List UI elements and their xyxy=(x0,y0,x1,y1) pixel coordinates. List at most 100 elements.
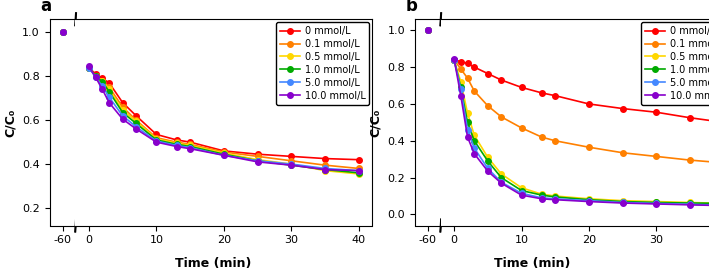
0 mmol/L xyxy=(518,86,526,89)
0.5 mmol/L xyxy=(253,158,262,161)
Line: 0.1 mmol/L: 0.1 mmol/L xyxy=(86,65,362,171)
0 mmol/L xyxy=(105,81,113,84)
Legend: 0 mmol/L, 0.1 mmol/L, 0.5 mmol/L, 1.0 mmol/L, 5.0 mmol/L, 10.0 mmol/L: 0 mmol/L, 0.1 mmol/L, 0.5 mmol/L, 1.0 mm… xyxy=(642,22,709,104)
1.0 mmol/L xyxy=(518,189,526,192)
0.5 mmol/L xyxy=(652,200,661,203)
0.1 mmol/L xyxy=(132,119,140,122)
Legend: 0 mmol/L, 0.1 mmol/L, 0.5 mmol/L, 1.0 mmol/L, 5.0 mmol/L, 10.0 mmol/L: 0 mmol/L, 0.1 mmol/L, 0.5 mmol/L, 1.0 mm… xyxy=(277,22,369,104)
0.5 mmol/L xyxy=(686,201,694,204)
10.0 mmol/L xyxy=(618,201,627,205)
0.1 mmol/L xyxy=(354,167,363,170)
1.0 mmol/L xyxy=(457,86,465,89)
0 mmol/L xyxy=(84,66,93,69)
5.0 mmol/L xyxy=(497,181,506,184)
5.0 mmol/L xyxy=(84,66,93,69)
5.0 mmol/L xyxy=(585,199,593,202)
10.0 mmol/L xyxy=(98,88,106,91)
0.5 mmol/L xyxy=(470,134,479,137)
0.5 mmol/L xyxy=(463,112,471,115)
0.1 mmol/L xyxy=(253,155,262,158)
0 mmol/L xyxy=(172,138,181,142)
0.1 mmol/L xyxy=(84,66,93,69)
5.0 mmol/L xyxy=(287,163,296,166)
0.5 mmol/L xyxy=(497,172,506,176)
5.0 mmol/L xyxy=(686,203,694,206)
5.0 mmol/L xyxy=(118,114,127,117)
1.0 mmol/L xyxy=(484,160,492,163)
0.5 mmol/L xyxy=(320,169,329,172)
1.0 mmol/L xyxy=(686,201,694,205)
5.0 mmol/L xyxy=(105,95,113,99)
Line: 1.0 mmol/L: 1.0 mmol/L xyxy=(452,57,709,206)
1.0 mmol/L xyxy=(118,111,127,114)
10.0 mmol/L xyxy=(84,65,93,68)
5.0 mmol/L xyxy=(652,202,661,205)
0 mmol/L xyxy=(450,58,458,61)
10.0 mmol/L xyxy=(484,169,492,173)
0.5 mmol/L xyxy=(457,80,465,84)
0 mmol/L xyxy=(98,77,106,80)
1.0 mmol/L xyxy=(470,139,479,142)
1.0 mmol/L xyxy=(287,164,296,167)
0.5 mmol/L xyxy=(354,172,363,175)
0.5 mmol/L xyxy=(118,109,127,112)
0 mmol/L xyxy=(463,62,471,65)
0.5 mmol/L xyxy=(98,79,106,82)
5.0 mmol/L xyxy=(463,128,471,131)
10.0 mmol/L xyxy=(585,200,593,203)
0 mmol/L xyxy=(287,155,296,158)
0.5 mmol/L xyxy=(518,186,526,189)
0 mmol/L xyxy=(253,153,262,156)
5.0 mmol/L xyxy=(484,167,492,170)
0 mmol/L xyxy=(585,102,593,106)
10.0 mmol/L xyxy=(652,202,661,206)
10.0 mmol/L xyxy=(186,147,194,150)
0 mmol/L xyxy=(118,101,127,104)
1.0 mmol/L xyxy=(551,195,559,199)
Line: 10.0 mmol/L: 10.0 mmol/L xyxy=(86,64,362,174)
0.1 mmol/L xyxy=(457,67,465,71)
1.0 mmol/L xyxy=(585,198,593,201)
0.1 mmol/L xyxy=(484,104,492,108)
10.0 mmol/L xyxy=(463,136,471,139)
1.0 mmol/L xyxy=(450,58,458,61)
Line: 1.0 mmol/L: 1.0 mmol/L xyxy=(86,65,362,176)
1.0 mmol/L xyxy=(618,200,627,203)
1.0 mmol/L xyxy=(91,75,100,78)
0.1 mmol/L xyxy=(220,150,228,154)
10.0 mmol/L xyxy=(518,194,526,197)
0.1 mmol/L xyxy=(686,158,694,162)
1.0 mmol/L xyxy=(253,159,262,163)
Text: a: a xyxy=(40,0,52,15)
10.0 mmol/L xyxy=(118,117,127,121)
Line: 5.0 mmol/L: 5.0 mmol/L xyxy=(86,65,362,174)
Line: 0 mmol/L: 0 mmol/L xyxy=(452,57,709,125)
0.1 mmol/L xyxy=(551,139,559,142)
0 mmol/L xyxy=(457,60,465,63)
0 mmol/L xyxy=(618,107,627,110)
5.0 mmol/L xyxy=(518,192,526,195)
0.5 mmol/L xyxy=(172,142,181,145)
Line: 0 mmol/L: 0 mmol/L xyxy=(86,65,362,163)
5.0 mmol/L xyxy=(618,201,627,204)
10.0 mmol/L xyxy=(354,169,363,172)
10.0 mmol/L xyxy=(253,160,262,164)
0.5 mmol/L xyxy=(186,144,194,147)
0.1 mmol/L xyxy=(463,76,471,80)
Line: 10.0 mmol/L: 10.0 mmol/L xyxy=(452,56,709,208)
0.5 mmol/L xyxy=(585,197,593,200)
0 mmol/L xyxy=(484,72,492,75)
Text: Time (min): Time (min) xyxy=(174,257,251,269)
5.0 mmol/L xyxy=(91,76,100,79)
5.0 mmol/L xyxy=(450,58,458,61)
10.0 mmol/L xyxy=(537,197,546,200)
0.5 mmol/L xyxy=(551,194,559,198)
0 mmol/L xyxy=(91,72,100,76)
0 mmol/L xyxy=(497,78,506,82)
0.1 mmol/L xyxy=(450,58,458,61)
0.5 mmol/L xyxy=(450,58,458,61)
0.1 mmol/L xyxy=(98,79,106,82)
0.5 mmol/L xyxy=(84,66,93,69)
0 mmol/L xyxy=(152,133,161,136)
5.0 mmol/L xyxy=(98,84,106,88)
